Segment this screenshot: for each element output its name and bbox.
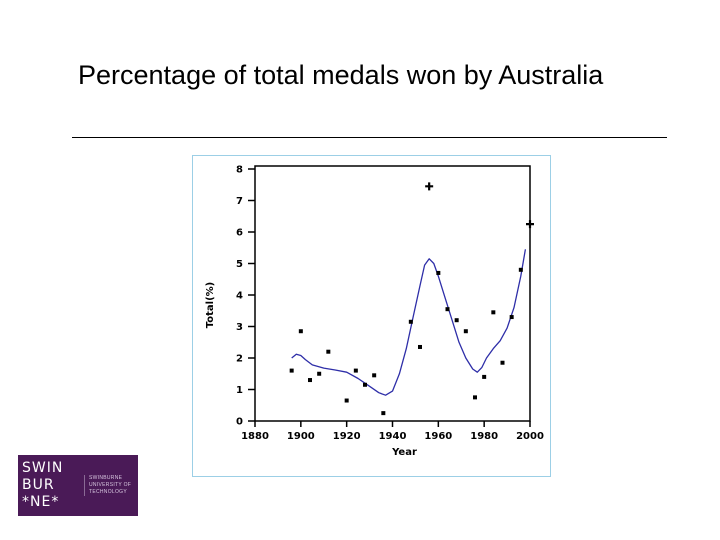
x-tick-label: 1880 (241, 431, 269, 442)
logo-mark-line: *NE* (22, 494, 60, 510)
y-tick-label: 0 (236, 417, 243, 428)
y-tick-label: 4 (236, 291, 243, 302)
data-point (418, 344, 422, 349)
data-point (473, 395, 477, 400)
data-point (308, 378, 312, 383)
data-point (317, 371, 322, 376)
data-point (509, 315, 514, 320)
y-tick-label: 7 (236, 196, 243, 207)
x-tick-label: 2000 (516, 431, 544, 442)
data-point (381, 411, 386, 416)
data-point (436, 270, 441, 275)
x-tick-label: 1940 (379, 431, 407, 442)
x-axis-label: Year (391, 447, 417, 458)
data-point (482, 374, 487, 379)
chart-frame: 0 1 2 3 4 5 6 7 8 1880 1900 1920 1940 1960 1980 2000 Yea… (192, 155, 551, 477)
title-divider (72, 137, 667, 138)
data-point (408, 319, 413, 324)
logo-mark-line: BUR (22, 477, 55, 493)
medals-chart: 0 1 2 3 4 5 6 7 8 1880 1900 1920 1940 1960 1980 2000 Yea… (205, 165, 544, 459)
data-point (289, 368, 294, 373)
highlight-point (425, 182, 434, 191)
plot-border (254, 165, 531, 422)
y-axis-label: Total(%) (205, 282, 216, 328)
y-tick-label: 8 (236, 165, 243, 176)
data-point (298, 329, 303, 334)
slide-title: Percentage of total medals won by Austra… (78, 60, 604, 90)
data-point (372, 373, 377, 378)
data-point (518, 267, 523, 272)
logo-mark-line: SWIN (22, 460, 64, 476)
y-tick-label: 1 (236, 385, 243, 396)
y-tick-label: 6 (236, 228, 243, 239)
logo-mark: SWIN BUR *NE* (18, 460, 84, 511)
x-tick-label: 1920 (333, 431, 361, 442)
y-tick-label: 3 (236, 322, 243, 333)
x-tick-label: 1980 (470, 431, 498, 442)
data-point (445, 307, 450, 312)
data-point (454, 318, 459, 323)
y-tick-label: 2 (236, 354, 243, 365)
logo-text-line: Swinburne (89, 475, 123, 481)
data-point (326, 349, 331, 354)
x-tick-label: 1960 (424, 431, 452, 442)
logo-text: Swinburne University of Technology (84, 475, 138, 496)
trend-curve (291, 249, 527, 396)
data-point (463, 329, 468, 334)
logo-text-line: University of (89, 482, 132, 488)
highlight-point (526, 220, 534, 229)
data-point (344, 398, 349, 403)
swinburne-logo: SWIN BUR *NE* Swinburne University of Te… (18, 455, 138, 516)
data-point (353, 368, 358, 373)
data-point (363, 382, 367, 387)
y-tick-label: 5 (236, 259, 243, 270)
x-tick-label: 1900 (287, 431, 315, 442)
logo-text-line: Technology (89, 489, 128, 495)
data-point (491, 310, 496, 315)
data-point (500, 360, 505, 365)
